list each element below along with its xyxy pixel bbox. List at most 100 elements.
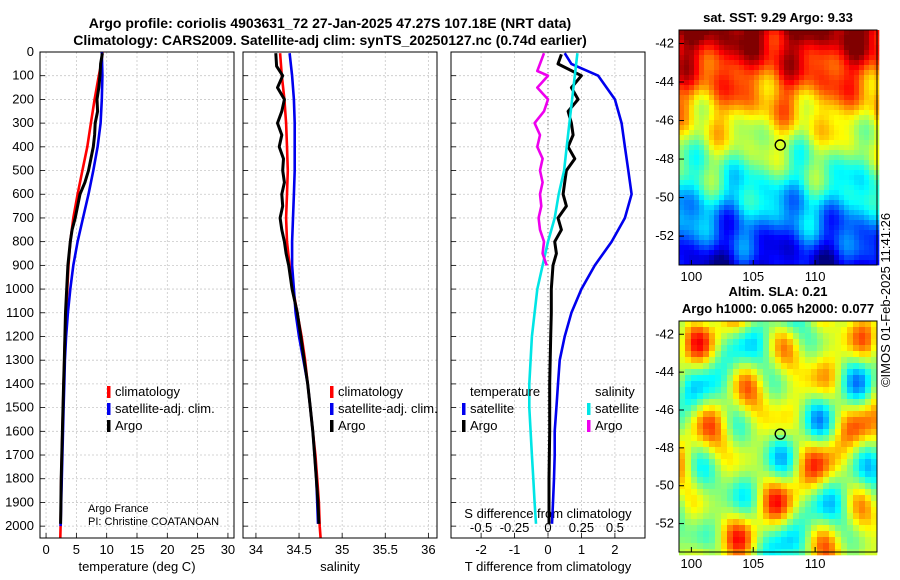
map-cell	[769, 250, 775, 256]
map-cell	[804, 140, 810, 146]
map-cell	[823, 513, 830, 520]
map-cell	[709, 155, 715, 161]
map-cell	[789, 40, 795, 46]
map-y-tick-label: -42	[655, 326, 674, 341]
map-cell	[809, 30, 815, 36]
map-cell	[787, 429, 794, 436]
map-cell	[793, 363, 800, 370]
map-cell	[734, 200, 740, 206]
map-cell	[829, 235, 835, 241]
y-tick-label: 1600	[5, 423, 34, 438]
map-cell	[749, 250, 755, 256]
map-cell	[689, 250, 695, 256]
map-cell	[685, 495, 692, 502]
map-cell	[853, 477, 860, 484]
map-cell	[751, 369, 758, 376]
map-cell	[715, 507, 722, 514]
map-cell	[703, 387, 710, 394]
map-cell	[859, 489, 866, 496]
map-cell	[751, 441, 758, 448]
x-tick-label: 35	[335, 542, 349, 557]
map-cell	[869, 195, 875, 201]
map-cell	[724, 75, 730, 81]
map-cell	[799, 225, 805, 231]
map-cell	[734, 240, 740, 246]
map-cell	[789, 105, 795, 111]
y-tick-label: 800	[12, 234, 34, 249]
map-cell	[679, 543, 686, 550]
map-cell	[781, 357, 788, 364]
map-cell	[744, 60, 750, 66]
map-cell	[811, 447, 818, 454]
map-cell	[764, 135, 770, 141]
map-cell	[709, 495, 716, 502]
map-cell	[787, 501, 794, 508]
map-cell	[684, 190, 690, 196]
map-cell	[759, 65, 765, 71]
map-cell	[774, 175, 780, 181]
map-cell	[841, 465, 848, 472]
map-cell	[844, 125, 850, 131]
map-cell	[729, 225, 735, 231]
map-cell	[734, 220, 740, 226]
map-cell	[864, 190, 870, 196]
map-cell	[784, 125, 790, 131]
map-cell	[729, 35, 735, 41]
map-cell	[719, 160, 725, 166]
map-cell	[859, 135, 865, 141]
map-cell	[691, 357, 698, 364]
map-cell	[745, 375, 752, 382]
map-cell	[787, 495, 794, 502]
map-cell	[721, 483, 728, 490]
map-cell	[781, 543, 788, 550]
map-cell	[749, 235, 755, 241]
map-y-tick-label: -44	[655, 74, 674, 89]
map-cell	[853, 429, 860, 436]
map-cell	[704, 110, 710, 116]
map-cell	[733, 405, 740, 412]
map-cell	[685, 327, 692, 334]
map-cell	[751, 351, 758, 358]
map-cell	[854, 90, 860, 96]
map-cell	[849, 140, 855, 146]
map-cell	[769, 357, 776, 364]
map-cell	[824, 220, 830, 226]
map-cell	[853, 333, 860, 340]
map-cell	[804, 170, 810, 176]
map-cell	[745, 381, 752, 388]
map-cell	[769, 160, 775, 166]
map-cell	[819, 190, 825, 196]
map-cell	[811, 537, 818, 544]
map-cell	[794, 90, 800, 96]
map-cell	[847, 471, 854, 478]
map-cell	[709, 351, 716, 358]
map-cell	[769, 543, 776, 550]
map-cell	[847, 465, 854, 472]
map-cell	[709, 417, 716, 424]
map-cell	[779, 245, 785, 251]
map-cell	[847, 393, 854, 400]
map-cell	[829, 477, 836, 484]
map-cell	[859, 35, 865, 41]
map-cell	[834, 215, 840, 221]
map-cell	[853, 375, 860, 382]
map-cell	[719, 130, 725, 136]
map-cell	[839, 110, 845, 116]
map-cell	[774, 180, 780, 186]
map-cell	[793, 357, 800, 364]
map-cell	[759, 260, 765, 266]
map-cell	[714, 40, 720, 46]
map-cell	[691, 537, 698, 544]
map-cell	[685, 369, 692, 376]
map-cell	[734, 205, 740, 211]
map-cell	[709, 537, 716, 544]
map-cell	[844, 180, 850, 186]
map-cell	[809, 215, 815, 221]
map-cell	[829, 125, 835, 131]
map-cell	[757, 339, 764, 346]
map-cell	[769, 95, 775, 101]
map-cell	[719, 120, 725, 126]
map-cell	[847, 447, 854, 454]
map-cell	[709, 429, 716, 436]
map-cell	[733, 525, 740, 532]
